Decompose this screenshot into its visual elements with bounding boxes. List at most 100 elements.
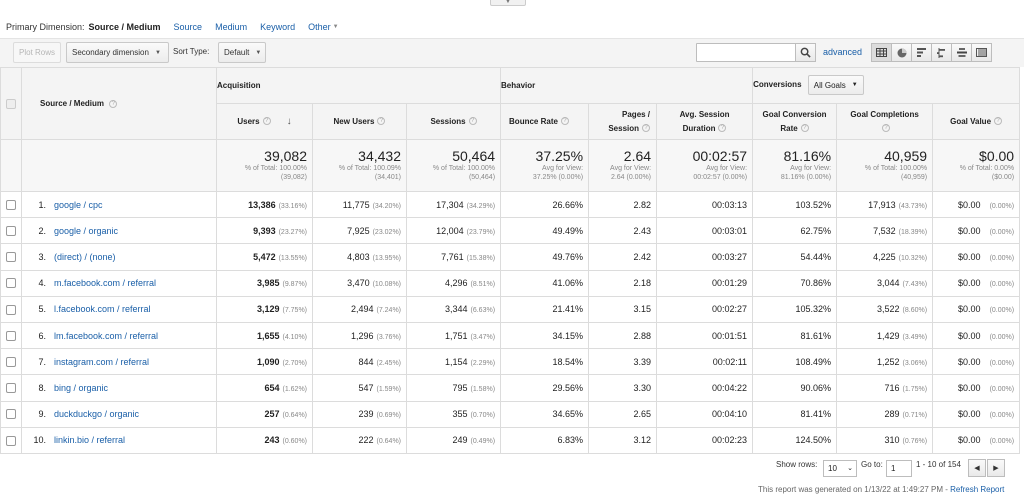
- row-checkbox-cell: [0, 400, 22, 428]
- table-search-input[interactable]: [696, 43, 796, 62]
- users-cell: 1,655 (4.10%): [216, 321, 313, 350]
- sessions-pct: (0.49%): [470, 438, 496, 446]
- show-rows-select[interactable]: 10 ⌄: [823, 460, 857, 477]
- collapse-chart-button[interactable]: ▼: [490, 0, 526, 6]
- dimension-keyword-link[interactable]: Keyword: [260, 22, 296, 32]
- plot-rows-button[interactable]: Plot Rows: [13, 42, 62, 63]
- source-medium-link[interactable]: google / cpc: [54, 199, 103, 210]
- view-term-cloud-button[interactable]: [951, 43, 972, 62]
- conversions-group-label: Conversions: [753, 80, 802, 90]
- goal-value-column-header[interactable]: Goal Value?: [932, 103, 1021, 140]
- sort-type-dropdown[interactable]: Default ▼: [218, 42, 266, 63]
- row-checkbox[interactable]: [6, 409, 16, 420]
- source-medium-link[interactable]: lm.facebook.com / referral: [54, 330, 159, 341]
- row-checkbox[interactable]: [6, 357, 16, 368]
- previous-page-button[interactable]: ◀: [968, 459, 986, 477]
- view-data-table-button[interactable]: [871, 43, 892, 62]
- view-comparison-button[interactable]: [931, 43, 952, 62]
- new-users-value: 4,803: [347, 251, 370, 262]
- help-question-icon[interactable]: ?: [642, 124, 651, 133]
- help-question-icon[interactable]: ?: [994, 117, 1003, 126]
- help-question-icon[interactable]: ?: [718, 124, 727, 133]
- bounce-rate-cell: 34.15%: [500, 321, 590, 350]
- new-users-header-label: New Users: [333, 116, 375, 126]
- source-medium-link[interactable]: l.facebook.com / referral: [54, 304, 151, 315]
- table-row: 6. lm.facebook.com / referral 1,655 (4.10…: [0, 321, 1021, 350]
- help-question-icon[interactable]: ?: [262, 117, 271, 126]
- row-index: 4.: [38, 278, 46, 289]
- goal-selector-dropdown[interactable]: All Goals ▼: [807, 75, 864, 95]
- goal-conversion-rate-column-header[interactable]: Goal Conversion Rate?: [752, 103, 838, 140]
- total-sessions: 50,464% of Total: 100.00% (50,464): [405, 139, 502, 192]
- total-sub: % of Total: 100.00%: [864, 165, 928, 172]
- avg-session-duration-column-header[interactable]: Avg. Session Duration?: [656, 103, 754, 140]
- row-checkbox-cell: [0, 348, 22, 376]
- new-users-pct: (0.69%): [376, 412, 401, 420]
- total-pages-session: 2.64 Avg for View: 2.64 (0.00%): [588, 139, 658, 192]
- sessions-cell: 355 (0.70%): [405, 400, 502, 428]
- help-question-icon[interactable]: ?: [468, 117, 477, 126]
- avg-duration-cell: 00:04:10: [656, 400, 754, 428]
- dimension-source-link[interactable]: Source: [173, 22, 203, 32]
- row-checkbox[interactable]: [6, 383, 16, 394]
- help-question-icon[interactable]: ?: [800, 124, 809, 133]
- source-medium-link[interactable]: google / organic: [54, 225, 119, 236]
- help-question-icon[interactable]: ?: [377, 117, 386, 126]
- row-checkbox[interactable]: [6, 199, 16, 210]
- goal-value-cell: $0.00 (0.00%): [932, 374, 1021, 402]
- new-users-pct: (3.76%): [376, 333, 401, 341]
- row-checkbox[interactable]: [6, 252, 16, 263]
- goto-page-input[interactable]: 1: [886, 460, 912, 477]
- total-sub: 00:02:57 (0.00%): [693, 174, 748, 181]
- source-medium-link[interactable]: (direct) / (none): [54, 251, 116, 262]
- search-button[interactable]: [795, 43, 816, 62]
- pages-session-column-header[interactable]: Pages / Session?: [588, 103, 658, 140]
- source-medium-link-wrap: (direct) / (none): [50, 252, 116, 262]
- term-cloud-icon: [956, 48, 967, 57]
- sessions-column-header[interactable]: Sessions?: [405, 103, 502, 140]
- dimension-other-dropdown[interactable]: Other: [308, 22, 331, 32]
- row-checkbox[interactable]: [6, 278, 16, 289]
- secondary-dimension-dropdown[interactable]: Secondary dimension ▼: [66, 42, 169, 63]
- source-medium-link[interactable]: m.facebook.com / referral: [54, 278, 157, 289]
- source-medium-header[interactable]: Source / Medium ?: [21, 67, 217, 140]
- dimension-medium-link[interactable]: Medium: [215, 22, 248, 32]
- secondary-dimension-label: Secondary dimension: [72, 48, 149, 57]
- acquisition-group-header: Acquisition: [215, 67, 502, 104]
- users-value: 9,393: [253, 225, 276, 236]
- row-checkbox[interactable]: [6, 226, 16, 237]
- avg-duration-cell: 00:01:29: [656, 269, 754, 297]
- avg-duration-cell: 00:03:27: [656, 243, 754, 271]
- goal-completions-value: 4,225: [873, 251, 896, 262]
- bounce-rate-column-header[interactable]: Bounce Rate?: [500, 103, 590, 140]
- new-users-column-header[interactable]: New Users?: [312, 103, 407, 140]
- sessions-value: 17,304: [436, 199, 464, 210]
- source-medium-link[interactable]: duckduckgo / organic: [54, 409, 140, 420]
- bounce-rate-cell: 34.65%: [500, 400, 590, 428]
- help-question-icon[interactable]: ?: [560, 117, 569, 126]
- source-medium-link[interactable]: bing / organic: [54, 382, 109, 393]
- goal-completions-pct: (3.06%): [902, 359, 928, 367]
- refresh-report-link[interactable]: Refresh Report: [950, 485, 1005, 494]
- source-medium-link[interactable]: instagram.com / referral: [54, 356, 150, 367]
- help-question-icon[interactable]: ?: [109, 99, 118, 108]
- users-column-header[interactable]: Users? ↓: [216, 103, 313, 140]
- row-checkbox[interactable]: [6, 435, 16, 446]
- new-users-cell: 7,925 (23.02%): [312, 217, 407, 245]
- next-page-button[interactable]: ▶: [987, 459, 1005, 477]
- help-question-icon[interactable]: ?: [882, 124, 891, 133]
- row-checkbox[interactable]: [6, 330, 16, 341]
- view-pivot-button[interactable]: [971, 43, 992, 62]
- source-medium-cell: 10. linkin.bio / referral: [21, 426, 217, 454]
- sessions-pct: (34.29%): [466, 202, 496, 210]
- total-sub: ($0.00): [991, 174, 1015, 181]
- view-pie-button[interactable]: [891, 43, 912, 62]
- source-medium-link[interactable]: linkin.bio / referral: [54, 435, 126, 446]
- new-users-value: 222: [358, 435, 374, 446]
- row-checkbox[interactable]: [6, 304, 16, 315]
- advanced-filter-link[interactable]: advanced: [823, 47, 863, 57]
- view-performance-button[interactable]: [911, 43, 932, 62]
- goal-completions-column-header[interactable]: Goal Completions ?: [836, 103, 934, 140]
- goal-conv-cell: 54.44%: [752, 243, 838, 271]
- select-all-checkbox[interactable]: [6, 98, 16, 109]
